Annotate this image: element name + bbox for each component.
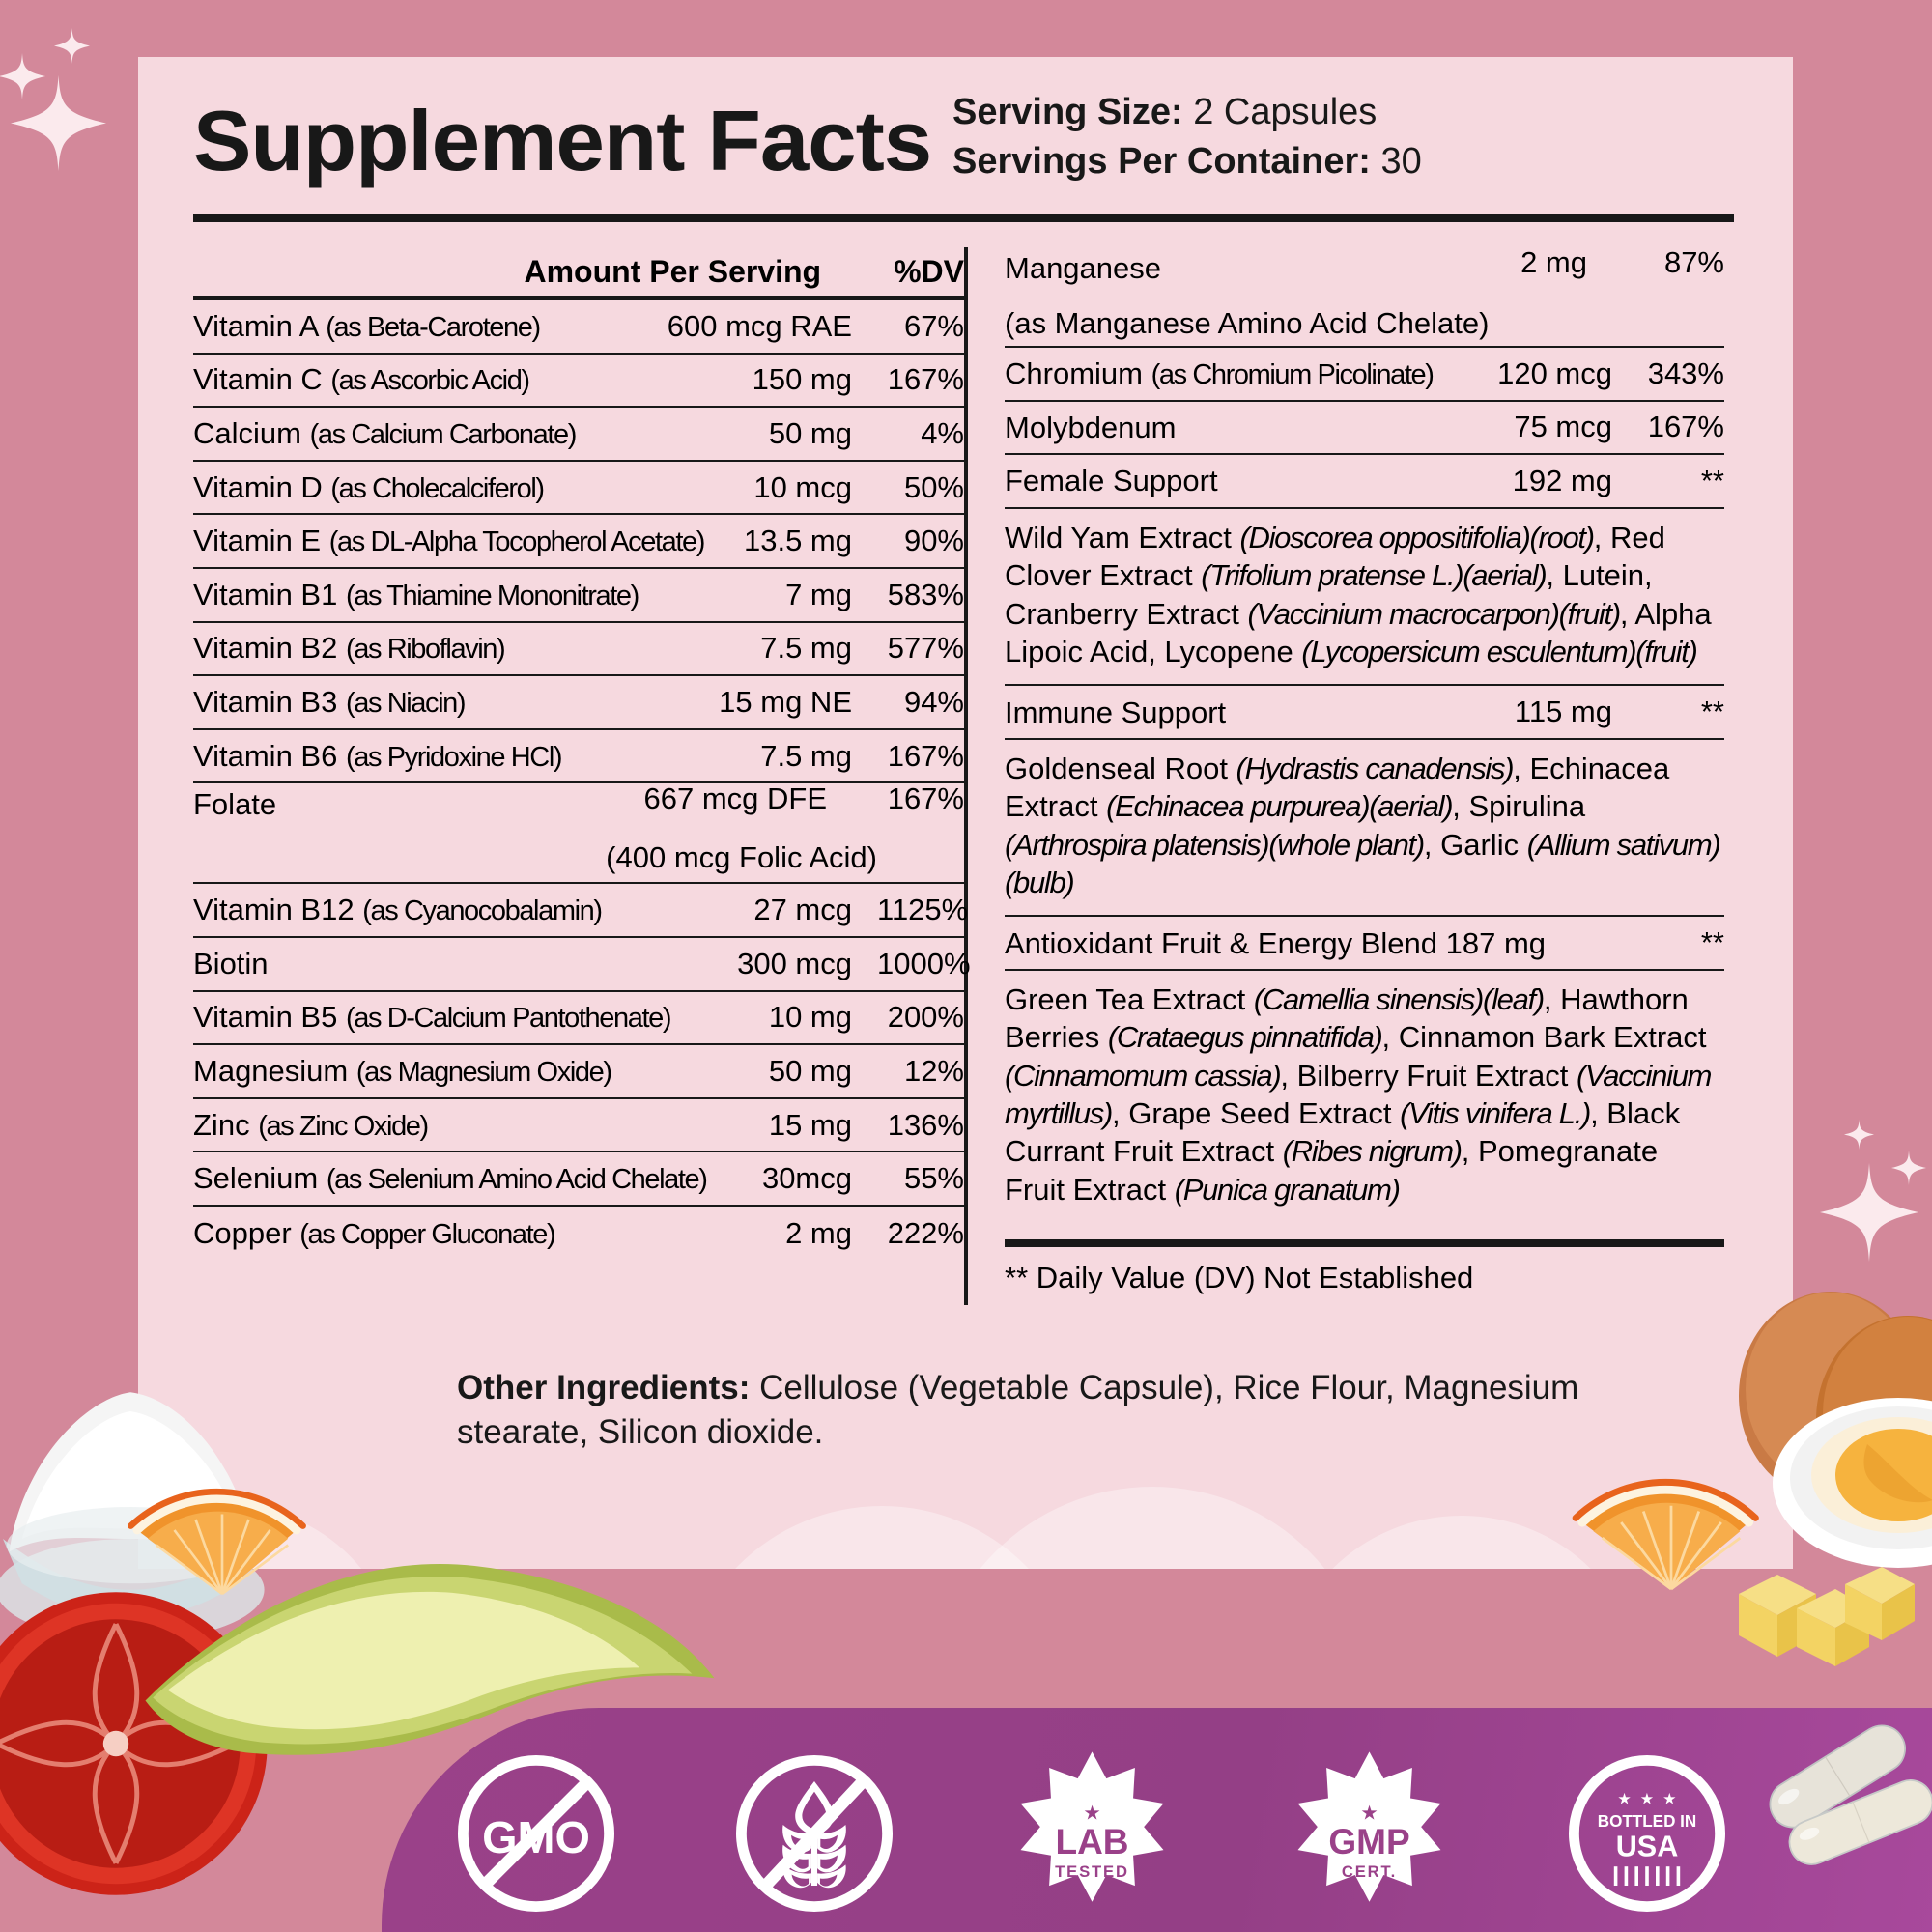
svg-text:CERT.: CERT. [1342, 1861, 1397, 1880]
svg-text:TESTED: TESTED [1055, 1861, 1129, 1880]
svg-text:★: ★ [1662, 1790, 1677, 1807]
svg-text:GMP: GMP [1328, 1821, 1409, 1861]
svg-text:USA: USA [1616, 1830, 1679, 1862]
svg-text:★: ★ [1640, 1790, 1655, 1807]
svg-text:LAB: LAB [1055, 1821, 1128, 1861]
svg-text:BOTTLED IN: BOTTLED IN [1598, 1812, 1697, 1831]
svg-text:★: ★ [1617, 1790, 1632, 1807]
